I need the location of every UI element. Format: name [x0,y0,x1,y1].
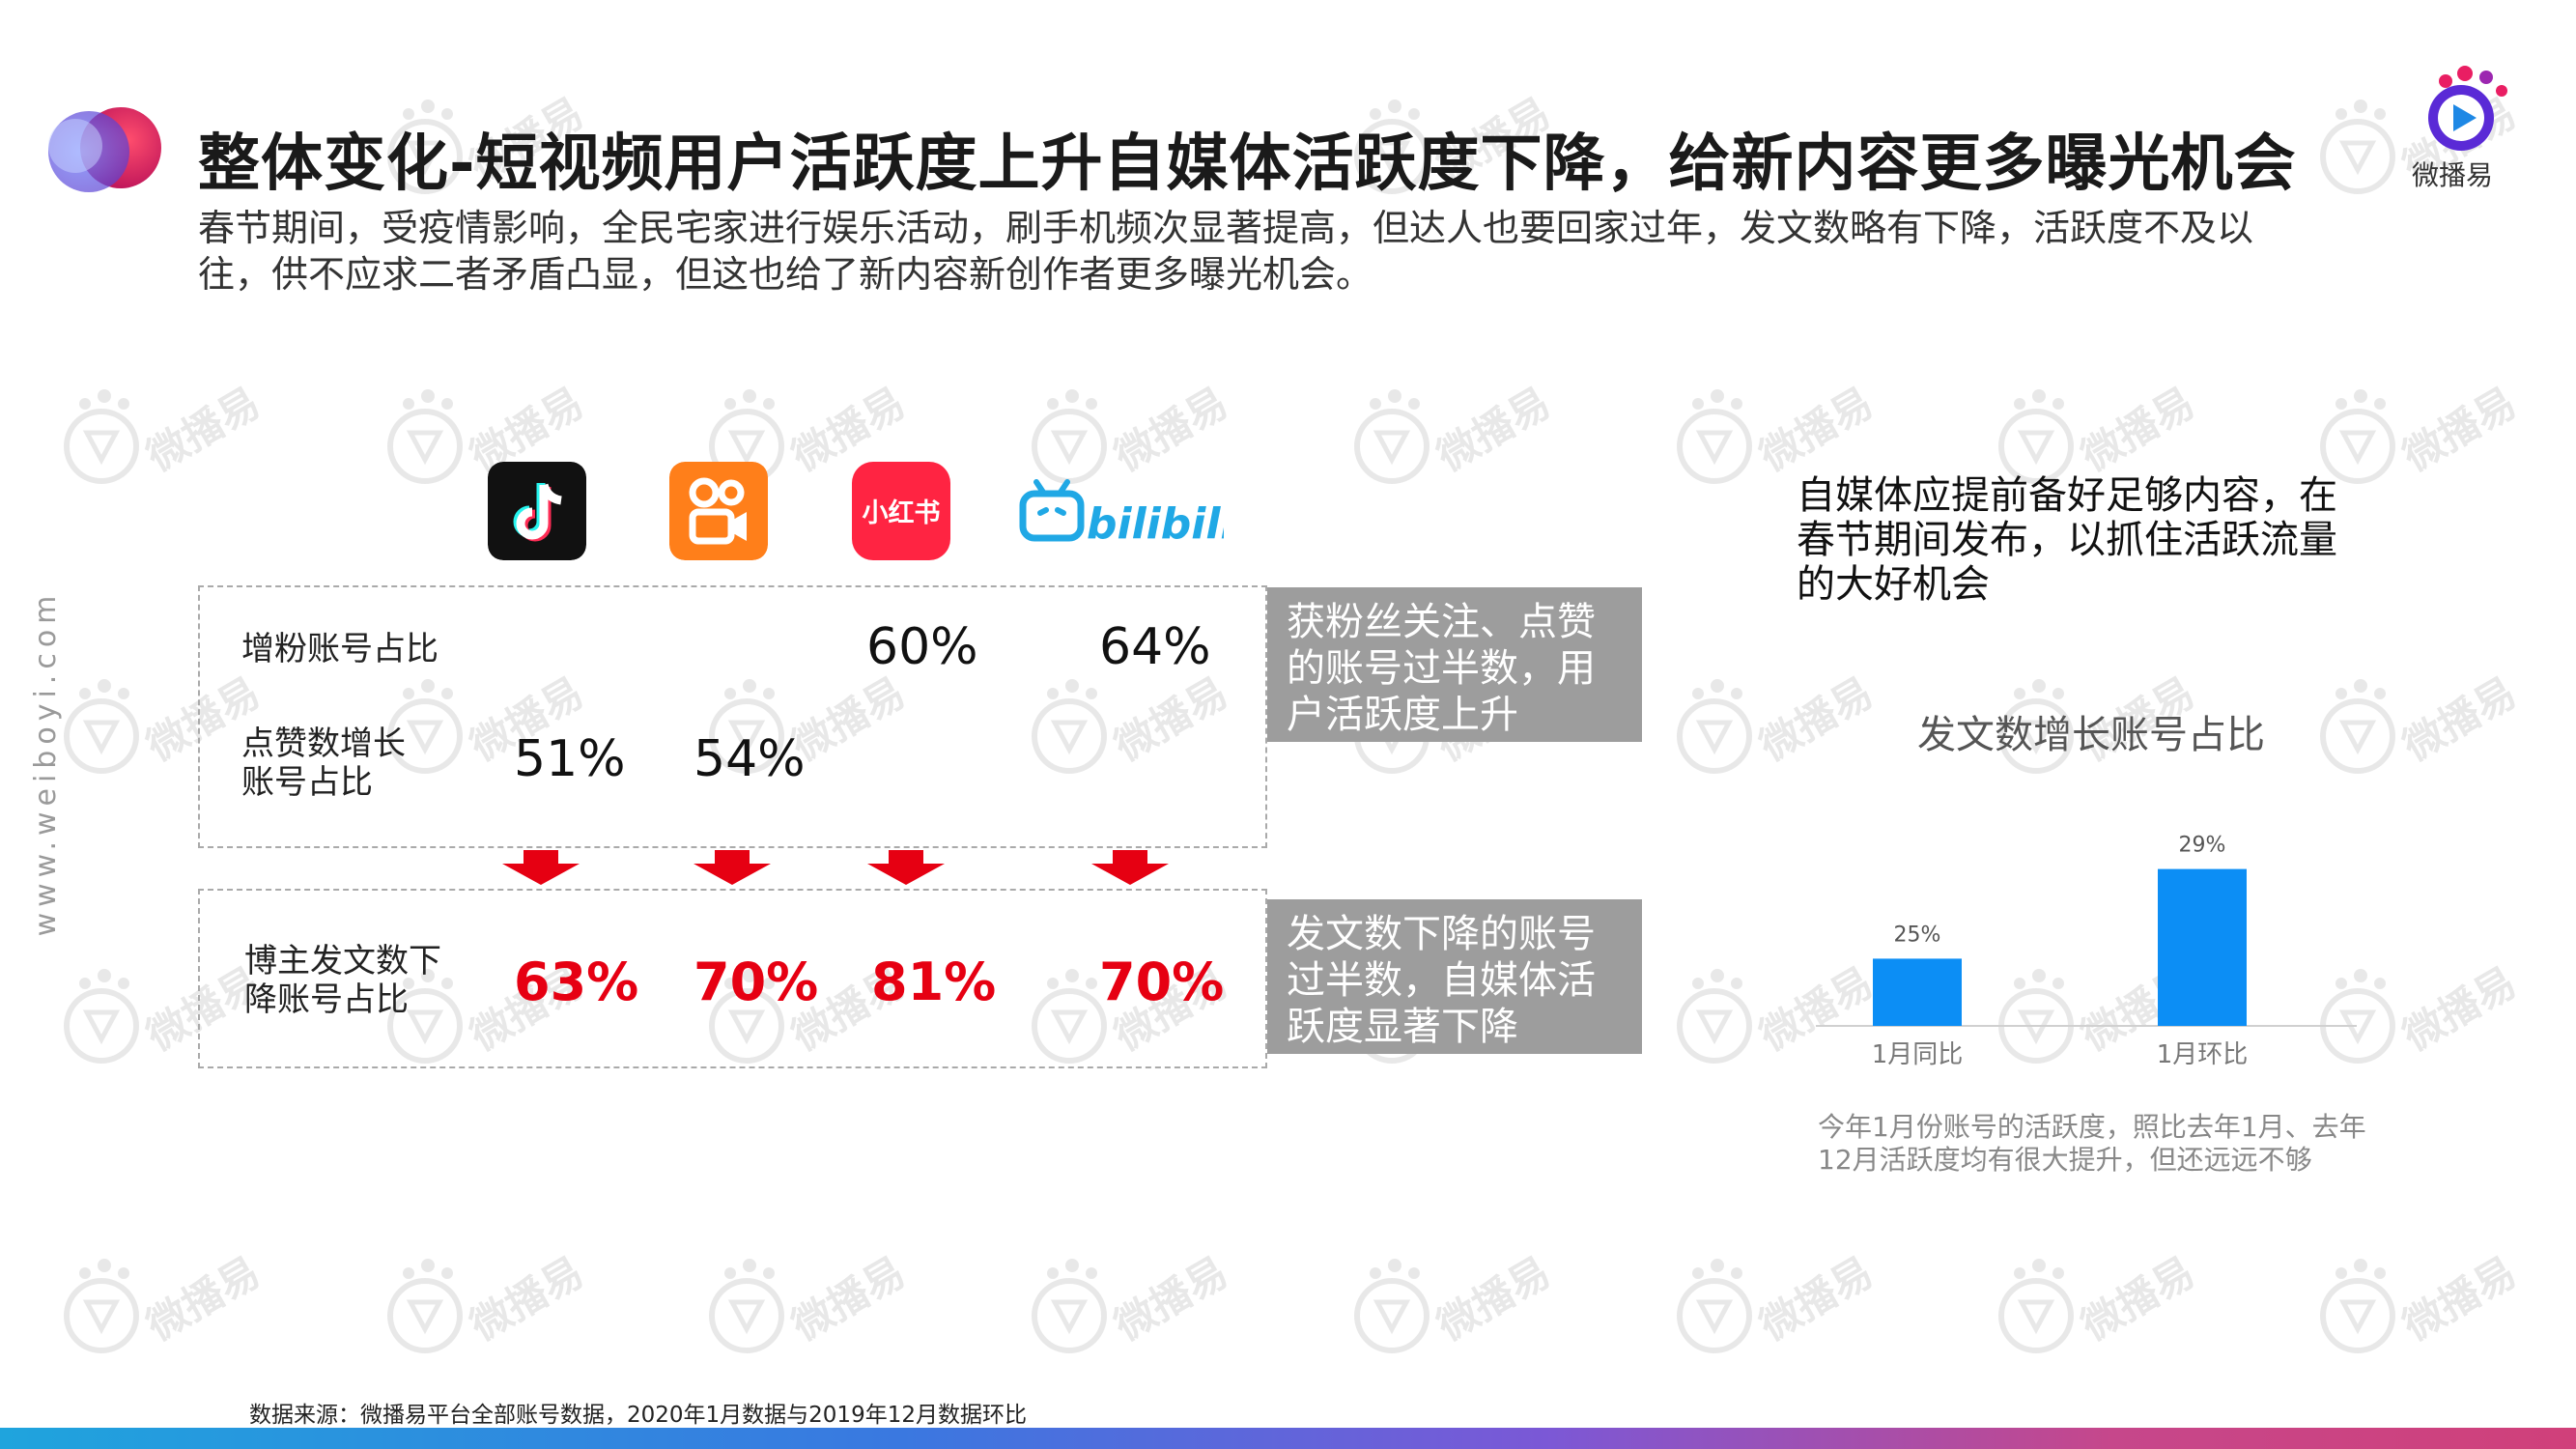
svg-text:微播易: 微播易 [1751,1248,1881,1350]
watermark-logo: 微播易 [1354,1248,1558,1353]
svg-text:微播易: 微播易 [1429,1248,1558,1350]
xiaohongshu-follower-value: 60% [866,618,978,676]
svg-text:微播易: 微播易 [2394,958,2524,1061]
xiaohongshu-icon: 小红书 [852,462,950,560]
watermark-logo: 微播易 [1998,1248,2202,1353]
svg-text:bilibili: bilibili [1087,499,1224,546]
bilibili-icon: bilibili [1019,479,1224,546]
svg-text:微播易: 微播易 [1106,379,1235,481]
watermark-logo: 微播易 [2320,379,2524,484]
kuaishou-posts-decline-value: 70% [694,952,819,1012]
watermark-logo: 微播易 [1032,379,1235,484]
svg-text:微播易: 微播易 [462,1248,591,1350]
watermark-logo: 微播易 [1677,1248,1881,1353]
svg-text:微播易: 微播易 [1106,1248,1235,1350]
title-orb-decoration [48,107,161,192]
watermark-logo: 微播易 [64,1248,268,1353]
negative-note: 发文数下降的账号过半数，自媒体活跃度显著下降 [1267,899,1642,1054]
chart-category-label-0: 1月同比 [1872,1040,1964,1069]
row-label-likes-growth-1: 点赞数增长 [241,724,406,763]
positive-metrics-box [198,585,1267,848]
svg-text:www.weiboyi.com: www.weiboyi.com [29,590,63,937]
bar-chart: 25% 1月同比 29% 1月环比 [1816,834,2357,1069]
kuaishou-icon [669,462,768,560]
chart-note: 今年1月份账号的活跃度，照比去年1月、去年12月活跃度均有很大提升，但还远远不够 [1818,1111,2366,1176]
svg-text:微播易: 微播易 [1751,668,1881,771]
douyin-icon [488,462,586,560]
svg-text:微播易: 微播易 [2073,1248,2202,1350]
brand-name: 微播易 [2412,159,2494,191]
douyin-posts-decline-value: 63% [514,952,639,1012]
kuaishou-likes-value: 54% [694,730,806,788]
brand-logo-icon [2428,66,2507,151]
svg-text:微播易: 微播易 [138,379,268,481]
bilibili-posts-decline-value: 70% [1099,952,1225,1012]
chart-data-label-0: 25% [1894,923,1941,947]
chart-title: 发文数增长账号占比 [1917,713,2265,757]
down-arrow-icon [502,850,580,885]
bottom-gradient-bar [0,1428,2576,1449]
bilibili-follower-value: 64% [1099,618,1211,676]
watermark-logo: 微播易 [709,1248,913,1353]
page-subtitle: 春节期间，受疫情影响，全民宅家进行娱乐活动，刷手机频次显著提高，但达人也要回家过… [198,207,2254,296]
xiaohongshu-posts-decline-value: 81% [871,952,997,1012]
svg-text:微播易: 微播易 [138,1248,268,1350]
chart-bar-1 [2158,868,2247,1026]
watermark-logo: 微播易 [387,1248,591,1353]
row-label-follower-growth: 增粉账号占比 [241,630,439,668]
negative-metrics-box [198,889,1267,1068]
watermark-logo: 微播易 [1354,379,1558,484]
svg-text:微播易: 微播易 [783,1248,913,1350]
data-source-note: 数据来源：微播易平台全部账号数据，2020年1月数据与2019年12月数据环比 [249,1403,1027,1428]
svg-text:微播易: 微播易 [2394,1248,2524,1350]
svg-text:微播易: 微播易 [1429,379,1558,481]
chart-category-label-1: 1月环比 [2157,1040,2249,1069]
recommendation-text: 自媒体应提前备好足够内容，在春节期间发布，以抓住活跃流量的大好机会 [1797,473,2337,607]
down-arrow-icon [1091,850,1169,885]
chart-data-label-1: 29% [2179,834,2226,858]
vertical-site-url: www.weiboyi.com [29,590,63,937]
watermark-logo: 微播易 [64,379,268,484]
chart-bar-0 [1873,958,1962,1026]
watermark-logo: 微播易 [1032,1248,1235,1353]
row-label-posts-decline-2: 降账号占比 [244,980,409,1019]
watermark-logo: 微播易 [2320,1248,2524,1353]
svg-text:微播易: 微播易 [2394,668,2524,771]
svg-text:微播易: 微播易 [1751,379,1881,481]
douyin-likes-value: 51% [514,730,626,788]
svg-text:微播易: 微播易 [2394,379,2524,481]
svg-text:微播易: 微播易 [2073,379,2202,481]
row-label-posts-decline-1: 博主发文数下 [244,942,441,980]
page-title: 整体变化-短视频用户活跃度上升自媒体活跃度下降，给新内容更多曝光机会 [198,128,2297,200]
down-arrow-icon [867,850,945,885]
down-arrow-icon [694,850,771,885]
row-label-likes-growth-2: 账号占比 [241,763,373,802]
svg-text:小红书: 小红书 [863,497,941,528]
positive-note: 获粉丝关注、点赞的账号过半数，用户活跃度上升 [1267,587,1642,742]
